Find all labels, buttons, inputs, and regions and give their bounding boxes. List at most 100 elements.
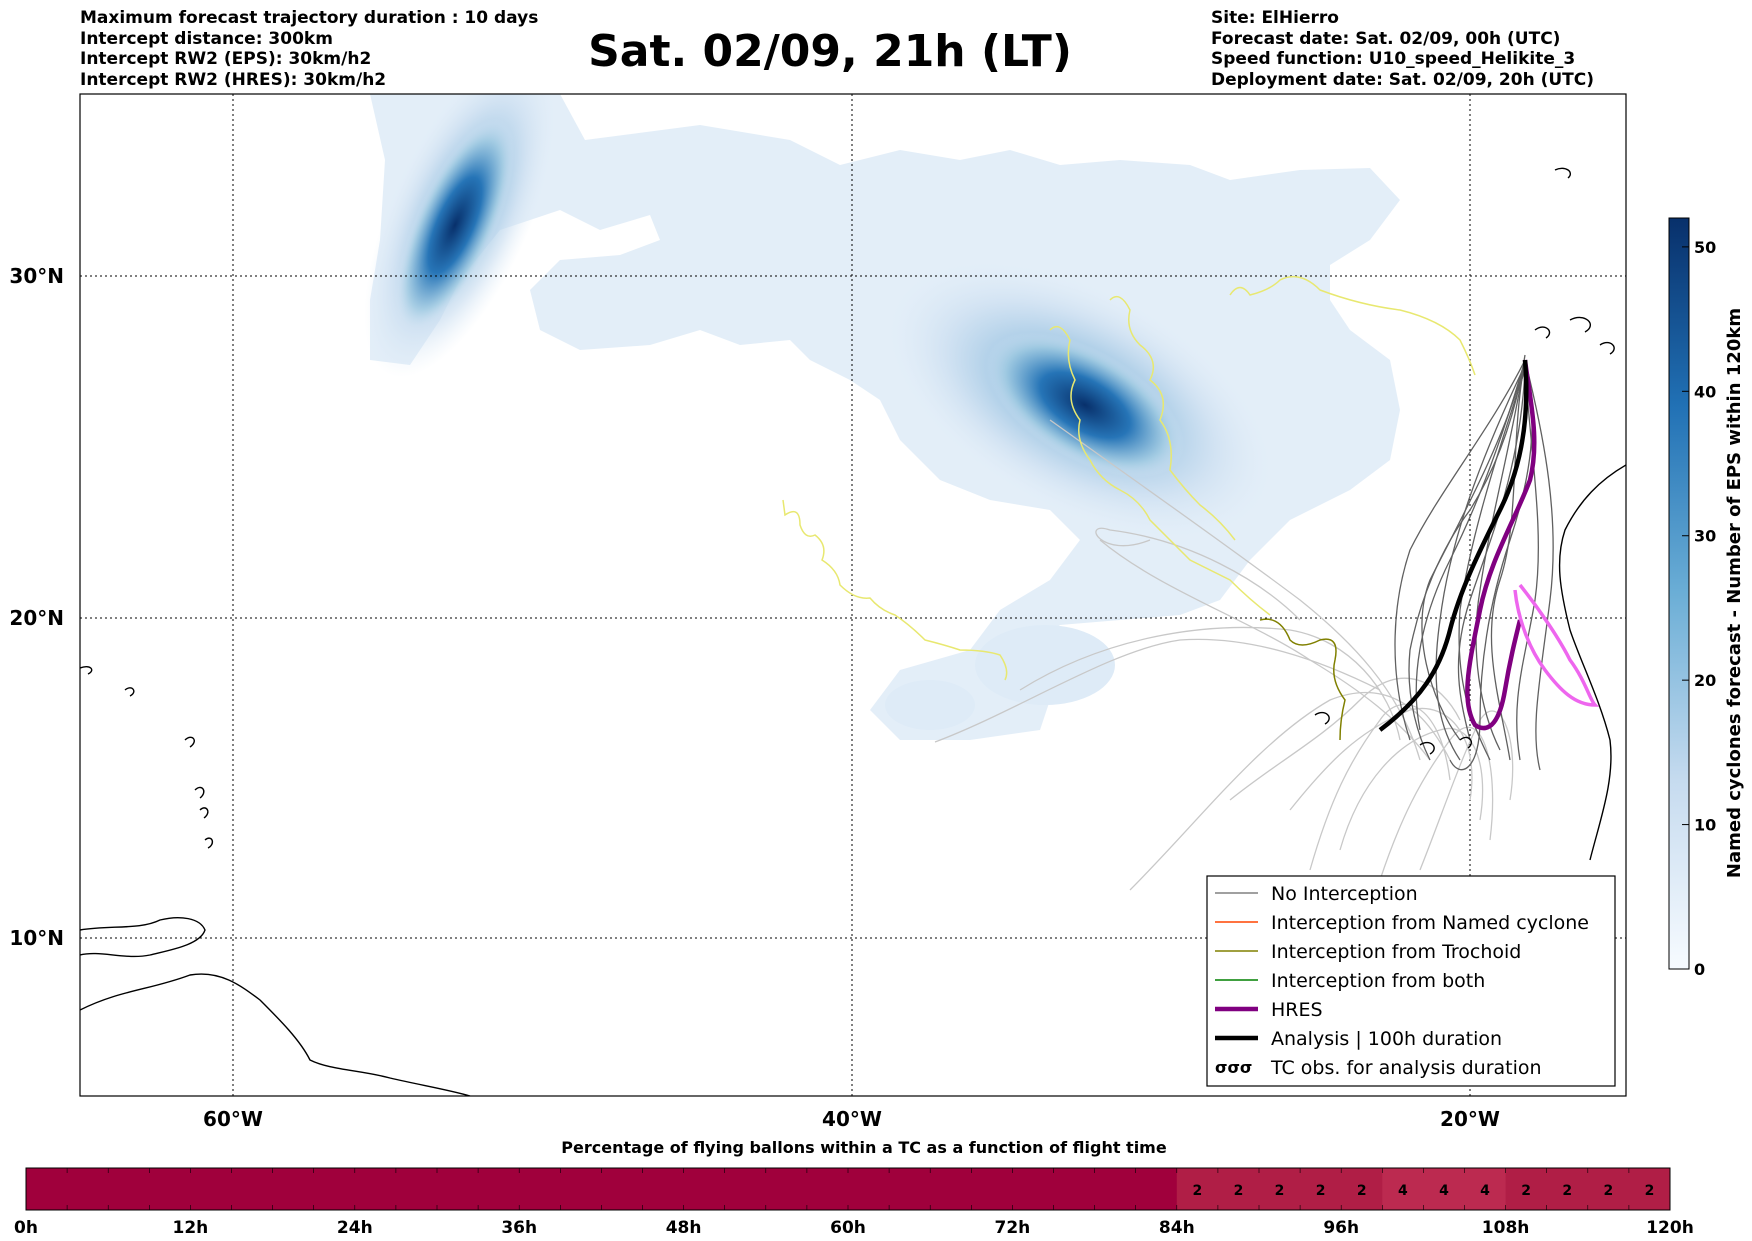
header-line: Intercept RW2 (EPS): 30km/h2 [80,49,372,69]
bar-cell: 4 [1423,1168,1465,1210]
header-line: Deployment date: Sat. 02/09, 20h (UTC) [1211,69,1595,90]
legend-item: No Interception [1215,883,1418,905]
bar-cell [847,1168,890,1210]
header-line: Forecast date: Sat. 02/09, 00h (UTC) [1211,28,1561,49]
trajectories-olive [1259,618,1346,741]
bar-cell [683,1168,726,1210]
bar-cell: 4 [1382,1168,1424,1210]
header-line: Maximum forecast trajectory duration : 1… [80,8,539,28]
bar-cell: 2 [1505,1168,1548,1210]
colorbar-tick-label: 50 [1694,238,1716,257]
legend-label: HRES [1271,999,1323,1021]
bar-cell [765,1168,808,1210]
time-label: 72h [995,1218,1031,1238]
bar-cell [354,1168,397,1210]
lon-tick-labels: 60°W 40°W 20°W [203,1107,1500,1131]
legend-item: Interception from Trochoid [1215,941,1521,963]
bar-cell [888,1168,931,1210]
legend-label: Interception from both [1271,970,1485,992]
bar-cell-label: 4 [1439,1183,1449,1199]
lat-label: 30°N [9,264,64,288]
tc-obs-track [1513,583,1600,707]
map-frame [79,93,1627,1097]
legend-box [1206,875,1616,1087]
bottom-bar-frame [25,1167,1671,1211]
bar-cell [25,1168,68,1210]
bar-cell: 2 [1587,1168,1630,1210]
density-core-central [887,261,1273,539]
header-line: Intercept distance: 300km [80,28,333,49]
analysis-trajectory [1378,359,1529,732]
colorbar-tick-label: 30 [1694,527,1716,546]
colorbar-label: Named cyclones forecast - Number of EPS … [1724,308,1745,878]
bar-cell [518,1168,561,1210]
lat-label: 10°N [9,926,64,950]
lon-label: 20°W [1440,1107,1500,1131]
bar-cell: 2 [1258,1168,1301,1210]
bar-cell: 2 [1217,1168,1260,1210]
bar-cell-label: 4 [1480,1183,1490,1199]
bar-cell [272,1168,315,1210]
bar-cell [477,1168,520,1210]
bar-cell [190,1168,232,1210]
bar-cell [1094,1168,1137,1210]
legend-label: No Interception [1271,883,1418,905]
density-patch [885,680,975,730]
colorbar-ramp [1668,217,1690,970]
bar-cell [970,1168,1013,1210]
bar-cell [724,1168,767,1210]
colorbar-tick-label: 0 [1694,960,1705,979]
time-label: 96h [1323,1218,1359,1238]
bar-cell [149,1168,191,1210]
time-label: 48h [666,1218,702,1238]
legend-item: Analysis | 100h duration [1215,1028,1502,1050]
time-label: 84h [1159,1218,1195,1238]
legend: No Interception Interception from Named c… [1206,875,1616,1087]
bar-cell [642,1168,685,1210]
map-plot-area [80,94,1626,1096]
bar-cell-label: 2 [1357,1183,1367,1199]
bar-cell-label: 2 [1192,1183,1202,1199]
bar-cell [1053,1168,1096,1210]
bar-cell [601,1168,643,1210]
bar-cell [231,1168,274,1210]
header-line: Site: ElHierro [1211,8,1339,28]
time-label: 120h [1646,1218,1694,1238]
bar-cell [107,1168,150,1210]
colorbar-tick-label: 40 [1694,382,1716,401]
time-label: 36h [501,1218,537,1238]
bar-cell [436,1168,479,1210]
tc-symbol-icon: σσσ [1215,1058,1252,1077]
hres-trajectory [1465,359,1537,731]
bar-cell [1135,1168,1178,1210]
lat-tick-labels: 30°N 20°N 10°N [9,264,64,950]
density-band-north [364,94,556,378]
bar-cell [929,1168,972,1210]
bottom-bar-title: Percentage of flying ballons within a TC… [561,1138,1167,1157]
header-line: Intercept RW2 (HRES): 30km/h2 [80,69,387,90]
bar-cell [66,1168,109,1210]
legend-label: Interception from Named cyclone [1271,912,1589,934]
bar-cell-label: 4 [1398,1183,1408,1199]
lat-label: 20°N [9,606,64,630]
legend-label: Interception from Trochoid [1271,941,1521,963]
legend-item: Interception from Named cyclone [1215,912,1589,934]
bar-cell [806,1168,849,1210]
bar-cell: 2 [1176,1168,1219,1210]
colorbar: 0 10 20 30 40 50 Named cyclones forecast - Nu… [1668,217,1745,979]
time-percentage-bar: Percentage of flying ballons within a TC… [14,1138,1694,1238]
time-label: 24h [337,1218,373,1238]
header-info-left: Maximum forecast trajectory duration : 1… [80,8,538,90]
bar-cell-label: 2 [1316,1183,1326,1199]
bar-cell-label: 2 [1521,1183,1531,1199]
time-label: 60h [830,1218,866,1238]
bar-cell: 2 [1628,1168,1671,1210]
bar-cell: 2 [1340,1168,1383,1210]
bar-cell-label: 2 [1234,1183,1244,1199]
bar-cell-label: 2 [1645,1183,1655,1199]
bar-cell-label: 2 [1562,1183,1572,1199]
bar-cell: 2 [1299,1168,1342,1210]
bar-cell: 2 [1546,1168,1589,1210]
bar-cell: 4 [1464,1168,1507,1210]
